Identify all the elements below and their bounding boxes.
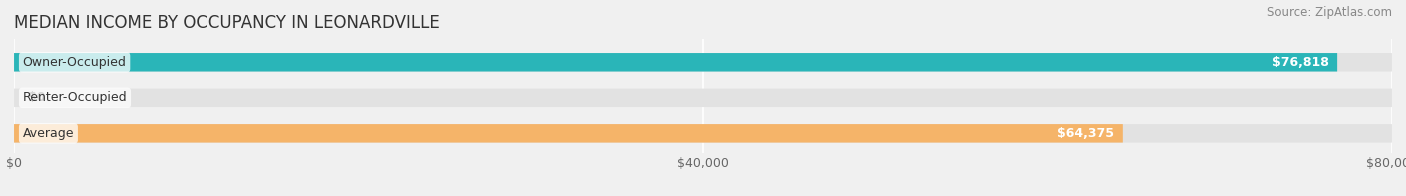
FancyBboxPatch shape	[14, 124, 1123, 142]
FancyBboxPatch shape	[14, 53, 1392, 72]
FancyBboxPatch shape	[14, 89, 1392, 107]
FancyBboxPatch shape	[14, 53, 1337, 72]
Text: MEDIAN INCOME BY OCCUPANCY IN LEONARDVILLE: MEDIAN INCOME BY OCCUPANCY IN LEONARDVIL…	[14, 14, 440, 32]
Text: Source: ZipAtlas.com: Source: ZipAtlas.com	[1267, 6, 1392, 19]
FancyBboxPatch shape	[14, 124, 1392, 142]
Text: Renter-Occupied: Renter-Occupied	[22, 91, 128, 104]
Text: $76,818: $76,818	[1271, 56, 1329, 69]
Text: Average: Average	[22, 127, 75, 140]
Text: $64,375: $64,375	[1057, 127, 1114, 140]
Text: $0: $0	[28, 91, 45, 104]
Text: Owner-Occupied: Owner-Occupied	[22, 56, 127, 69]
